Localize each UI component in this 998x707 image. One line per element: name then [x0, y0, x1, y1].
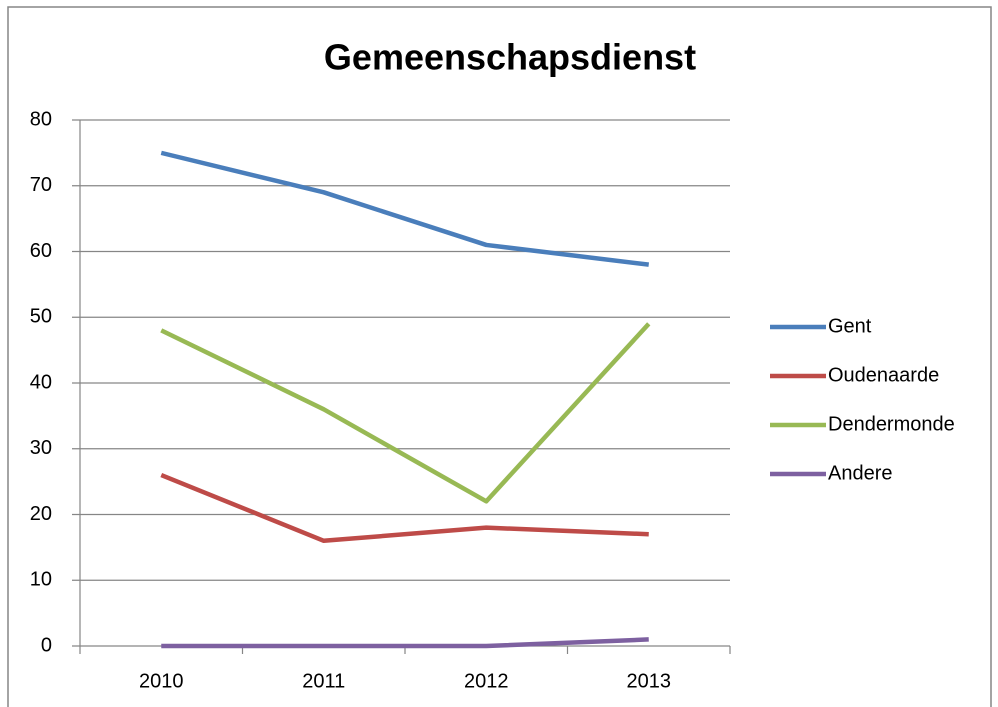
legend-label: Gent — [828, 315, 872, 337]
legend-label: Oudenaarde — [828, 364, 939, 386]
y-tick-label: 80 — [30, 108, 52, 130]
y-tick-label: 60 — [30, 240, 52, 262]
y-tick-label: 20 — [30, 503, 52, 525]
legend-label: Andere — [828, 462, 893, 484]
x-tick-label: 2010 — [139, 670, 184, 692]
y-tick-label: 70 — [30, 174, 52, 196]
y-tick-label: 40 — [30, 371, 52, 393]
y-tick-label: 30 — [30, 437, 52, 459]
y-tick-label: 10 — [30, 569, 52, 591]
series-line — [160, 322, 651, 504]
series-line — [161, 637, 649, 649]
chart-title: Gemeenschapsdienst — [324, 37, 696, 78]
legend-label: Dendermonde — [828, 413, 955, 435]
x-tick-label: 2011 — [302, 670, 345, 692]
series-line — [160, 150, 650, 267]
x-tick-label: 2012 — [464, 670, 509, 692]
series-line — [160, 472, 649, 544]
y-tick-label: 50 — [30, 306, 52, 328]
x-tick-label: 2013 — [627, 670, 672, 692]
chart-frame — [7, 6, 992, 707]
y-tick-label: 0 — [41, 634, 52, 656]
